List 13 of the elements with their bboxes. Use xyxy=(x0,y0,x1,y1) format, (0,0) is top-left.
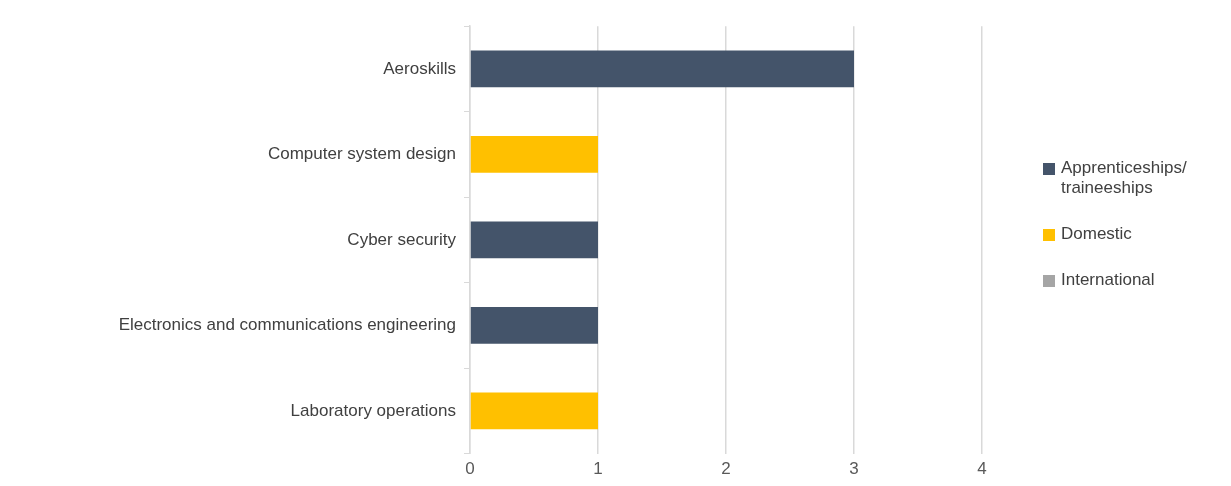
y-tick-label: Computer system design xyxy=(267,144,456,164)
legend-label: International xyxy=(1061,270,1155,290)
x-tick-label: 3 xyxy=(849,459,859,479)
x-tick-label: 2 xyxy=(721,459,731,479)
x-tick-label: 1 xyxy=(593,459,603,479)
legend-label: Apprenticeships/ traineeships xyxy=(1061,158,1188,198)
y-tick-label: Laboratory operations xyxy=(290,400,456,420)
legend-label: Domestic xyxy=(1061,224,1132,244)
y-tick-label: Aeroskills xyxy=(383,58,456,78)
x-tick-label: 0 xyxy=(465,459,475,479)
y-tick-label: Electronics and communications engineering xyxy=(118,315,456,335)
x-tick-label: 4 xyxy=(977,459,987,479)
y-tick-label: Cyber security xyxy=(347,229,457,249)
